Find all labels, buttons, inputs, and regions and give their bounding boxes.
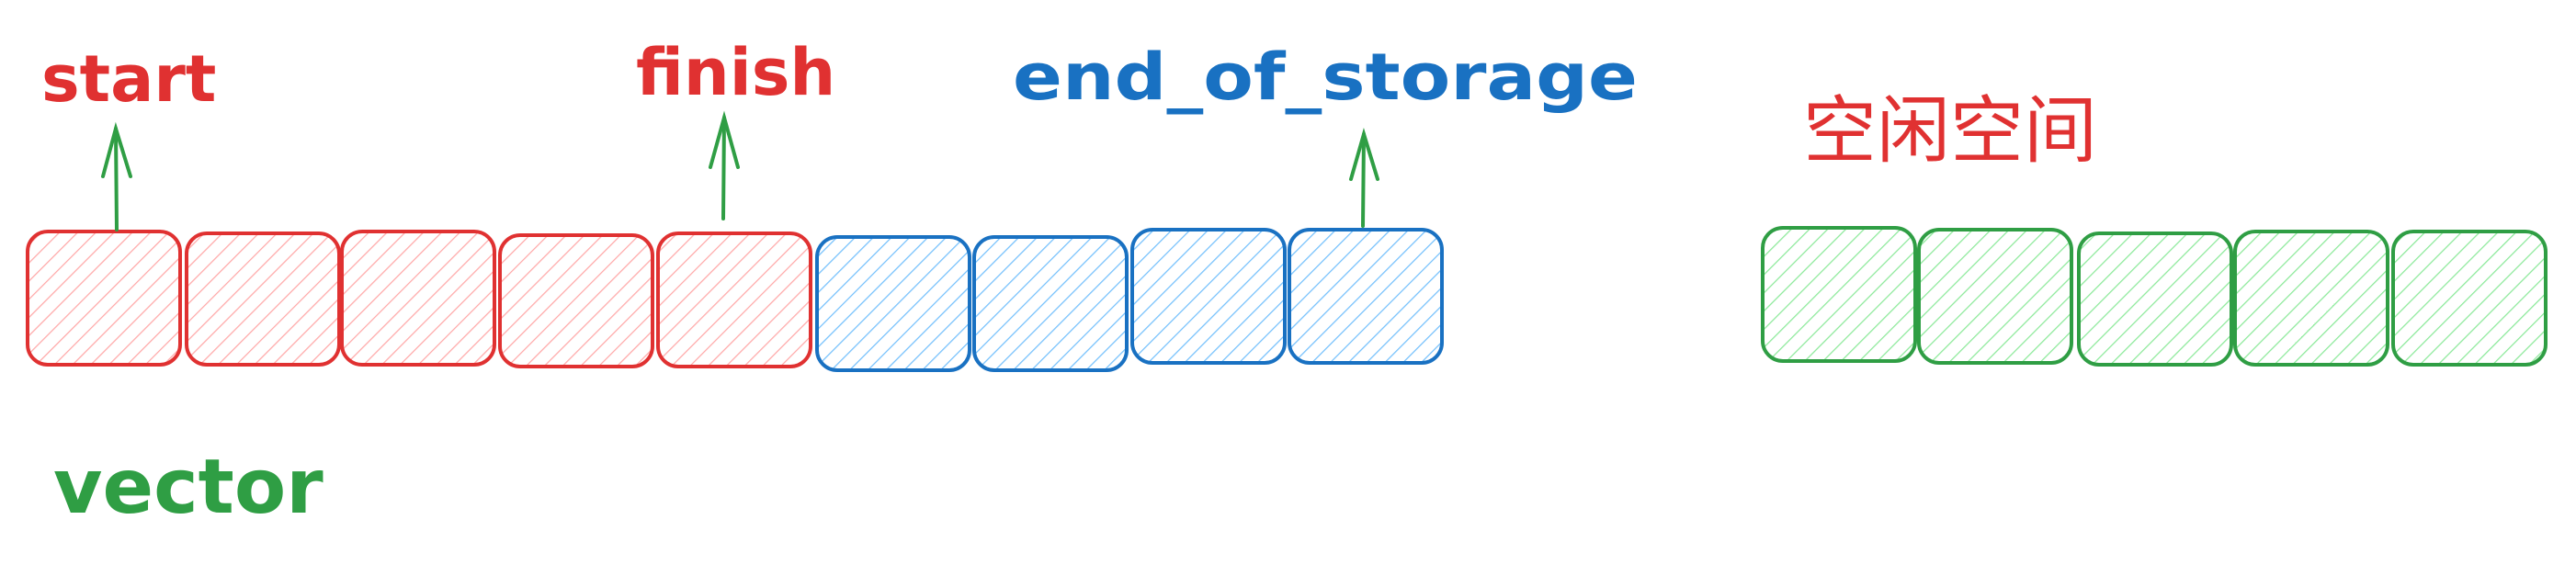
free-cell bbox=[2391, 230, 2548, 367]
used-cell bbox=[656, 232, 812, 368]
used-cell bbox=[340, 230, 496, 367]
finish-label: finish bbox=[636, 35, 835, 110]
free-space-label: 空闲空间 bbox=[1803, 88, 2097, 174]
reserved-cells bbox=[815, 228, 1444, 372]
reserved-cell bbox=[972, 235, 1129, 372]
end-of-storage-arrow bbox=[1349, 127, 1379, 228]
reserved-cell bbox=[1130, 228, 1287, 365]
used-cells bbox=[26, 230, 812, 368]
start-label: start bbox=[41, 41, 216, 117]
free-cell bbox=[1761, 226, 1917, 363]
free-cell bbox=[2077, 232, 2233, 367]
used-cell bbox=[26, 230, 182, 367]
used-cell bbox=[498, 233, 654, 368]
free-cell bbox=[1917, 228, 2073, 365]
finish-arrow bbox=[709, 110, 740, 220]
start-arrow bbox=[101, 121, 132, 232]
free-space-cells bbox=[1761, 226, 2548, 367]
vector-label: vector bbox=[53, 444, 323, 531]
reserved-cell bbox=[1288, 228, 1444, 365]
free-cell bbox=[2233, 230, 2389, 367]
used-cell bbox=[185, 232, 341, 367]
reserved-cell bbox=[815, 235, 971, 372]
end-of-storage-label: end_of_storage bbox=[1013, 40, 1638, 115]
